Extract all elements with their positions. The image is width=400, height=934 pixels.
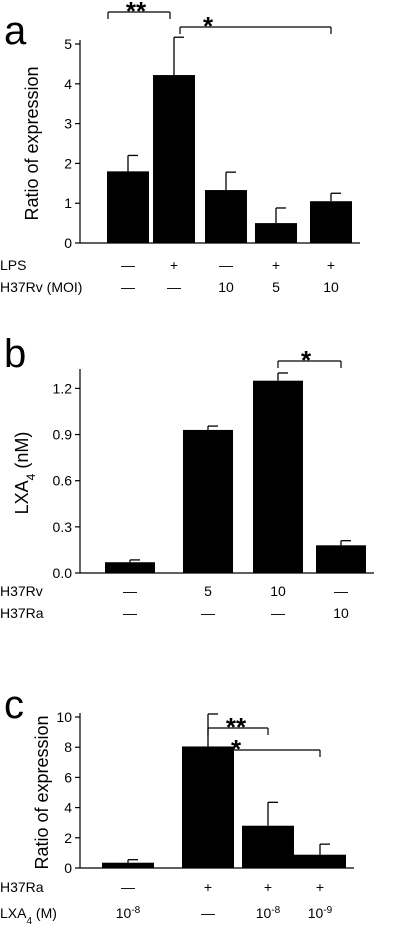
y-axis-label-sub: 4 — [24, 473, 38, 480]
condition-value: 5 — [272, 279, 280, 295]
condition-value: + — [204, 879, 212, 895]
condition-value-exp: -8 — [271, 905, 280, 916]
condition-label-sub: 4 — [26, 916, 32, 927]
bar — [205, 190, 247, 243]
bar — [153, 75, 195, 243]
y-axis-label: Ratio of expression — [32, 715, 52, 869]
condition-label: H37Rv (MOI) — [0, 279, 82, 295]
y-tick-label: 6 — [64, 769, 72, 785]
condition-value: 10 — [323, 279, 339, 295]
condition-value: — — [167, 279, 181, 295]
bar — [102, 862, 154, 868]
y-tick-label: 5 — [64, 36, 72, 52]
condition-value: — — [123, 605, 137, 621]
y-tick-label: 4 — [64, 76, 72, 92]
condition-value: — — [201, 905, 215, 921]
condition-value: — — [219, 257, 233, 273]
condition-value: 5 — [204, 583, 212, 599]
y-tick-label: 0 — [64, 860, 72, 876]
significance-stars: ** — [226, 712, 247, 742]
condition-label: H37Ra — [0, 605, 44, 621]
condition-value-base: 10 — [308, 905, 324, 921]
panel-letter: b — [4, 332, 26, 376]
condition-label: LXA4 (M) — [0, 905, 57, 927]
y-tick-label: 0.6 — [53, 473, 73, 489]
condition-value: — — [121, 879, 135, 895]
y-tick-label: 1 — [64, 195, 72, 211]
condition-value: 10 — [270, 583, 286, 599]
condition-value: + — [264, 879, 272, 895]
y-axis-label-main: LXA — [12, 480, 32, 514]
condition-value-base: — — [201, 905, 215, 921]
y-axis-label: Ratio of expression — [22, 66, 42, 220]
significance-stars: * — [301, 345, 312, 375]
y-axis-label: LXA4 (nM) — [12, 432, 38, 515]
condition-value: + — [272, 257, 280, 273]
condition-label: H37Rv — [0, 583, 43, 599]
y-tick-label: 0 — [64, 235, 72, 251]
bar — [183, 429, 233, 573]
y-axis-label-unit: (nM) — [12, 432, 32, 474]
y-tick-label: 0.3 — [53, 519, 73, 535]
panel-letter: c — [4, 683, 24, 727]
condition-value: — — [121, 257, 135, 273]
significance-stars: * — [203, 11, 214, 41]
condition-value: — — [201, 605, 215, 621]
condition-value-base: 10 — [116, 905, 132, 921]
condition-value-base: 10 — [256, 905, 272, 921]
bar — [242, 825, 294, 868]
condition-value: + — [170, 257, 178, 273]
y-tick-label: 8 — [64, 739, 72, 755]
y-tick-label: 0.9 — [53, 427, 73, 443]
bar — [255, 223, 297, 243]
bar — [294, 854, 346, 868]
condition-value: + — [316, 879, 324, 895]
condition-value: — — [121, 279, 135, 295]
condition-label-main: LXA — [0, 905, 27, 921]
condition-value: 10-9 — [308, 905, 333, 922]
significance-stars: * — [231, 734, 242, 764]
condition-value: — — [271, 605, 285, 621]
condition-value-exp: -9 — [323, 905, 332, 916]
chart-panel-a: a 0 1 2 3 4 5 Ratio of expression LPS — + — + + H37Rv … — [0, 0, 360, 295]
bar — [316, 545, 366, 573]
condition-label: H37Ra — [0, 879, 44, 895]
condition-value: 10 — [218, 279, 234, 295]
condition-label-unit: (M) — [32, 905, 57, 921]
condition-value: — — [334, 583, 348, 599]
condition-value: 10-8 — [116, 905, 141, 922]
condition-value: — — [123, 583, 137, 599]
bar — [310, 201, 352, 243]
condition-value: 10 — [333, 605, 349, 621]
bar — [105, 562, 155, 573]
condition-label: LPS — [0, 257, 26, 273]
y-tick-label: 1.2 — [53, 380, 73, 396]
y-tick-label: 3 — [64, 116, 72, 132]
condition-value: 10-8 — [256, 905, 281, 922]
bar — [107, 171, 149, 243]
bar — [253, 380, 303, 573]
y-tick-label: 4 — [64, 800, 72, 816]
y-tick-label: 0.0 — [53, 565, 73, 581]
y-tick-label: 2 — [64, 830, 72, 846]
bar — [182, 746, 234, 868]
condition-value-exp: -8 — [131, 905, 140, 916]
condition-value: + — [327, 257, 335, 273]
y-tick-label: 10 — [56, 709, 72, 725]
significance-stars: ** — [126, 0, 147, 26]
chart-panel-b: b 0.0 0.3 0.6 0.9 1.2 LXA4 (nM) H37Rv — 5 10 — H37Ra… — [0, 332, 374, 621]
panel-letter: a — [4, 9, 27, 53]
y-tick-label: 2 — [64, 155, 72, 171]
